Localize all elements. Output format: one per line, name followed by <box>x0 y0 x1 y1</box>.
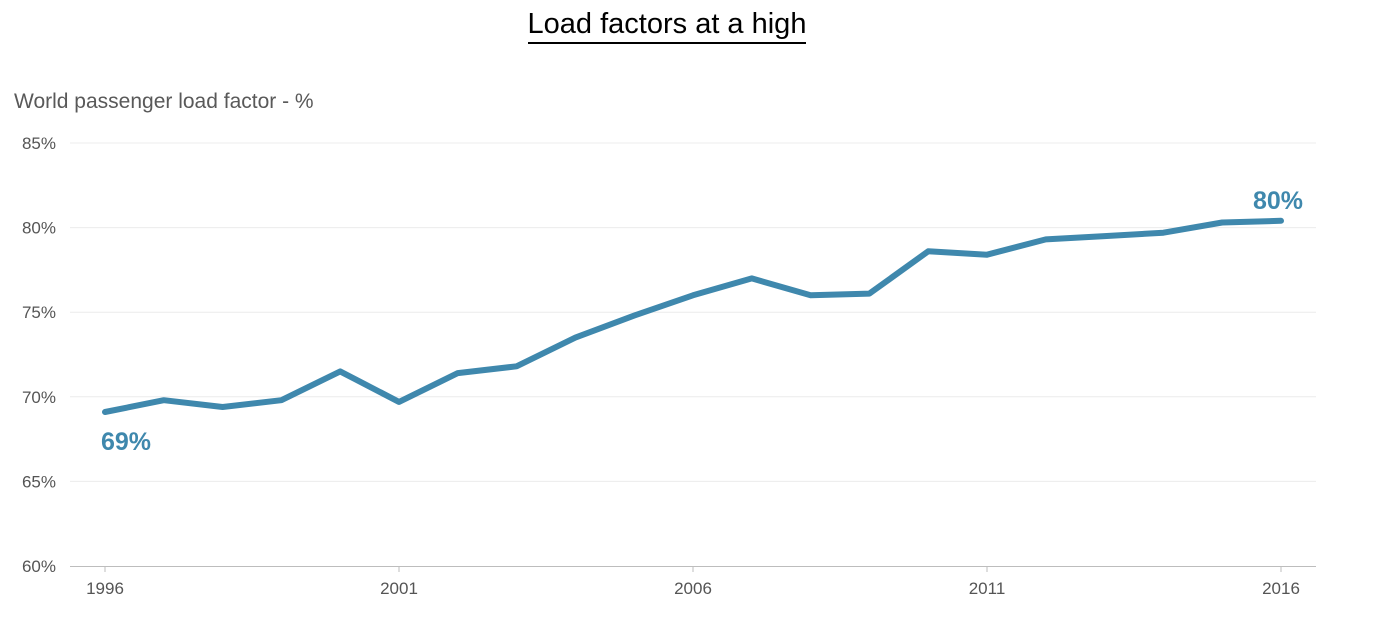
x-tick-label: 1996 <box>86 579 124 598</box>
series-line <box>102 217 1284 415</box>
y-tick-label: 80% <box>22 219 56 238</box>
y-tick-label: 85% <box>22 134 56 153</box>
x-tick-label: 2006 <box>674 579 712 598</box>
y-tick-label: 65% <box>22 472 56 491</box>
data-label: 69% <box>101 428 151 456</box>
chart-title: Load factors at a high <box>0 8 1334 44</box>
y-tick-labels: 60% 65% 70% 75% 80% 85% <box>22 134 56 576</box>
x-tick-label: 2001 <box>380 579 418 598</box>
data-label: 80% <box>1253 187 1303 215</box>
annotations: 69% 80% <box>101 187 1303 456</box>
y-tick-label: 70% <box>22 388 56 407</box>
x-tick-label: 2016 <box>1262 579 1300 598</box>
x-tick-label: 2011 <box>969 579 1006 598</box>
y-tick-label: 60% <box>22 557 56 576</box>
gridlines <box>70 142 1316 567</box>
series-group <box>102 217 1284 415</box>
y-tick-label: 75% <box>22 303 56 322</box>
x-tick-labels: 1996 2001 2006 2011 2016 <box>86 566 1300 598</box>
y-axis-label: World passenger load factor - % <box>14 90 314 113</box>
